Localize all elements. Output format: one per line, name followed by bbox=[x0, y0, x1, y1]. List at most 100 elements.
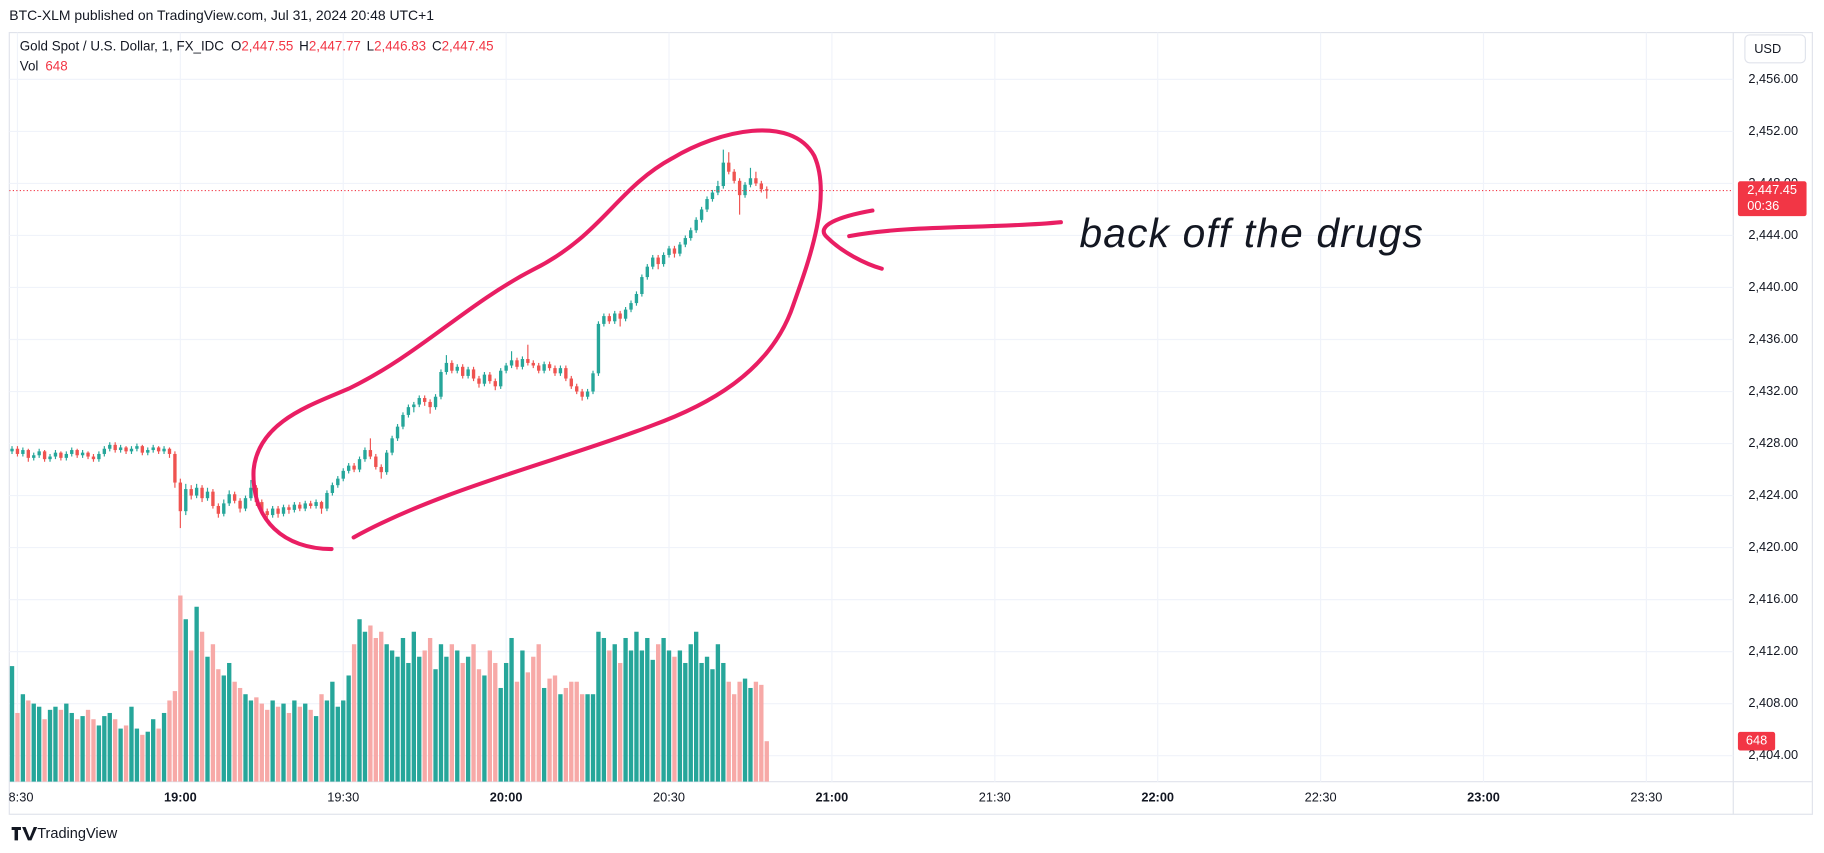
volume-bar bbox=[341, 700, 346, 782]
candle-body bbox=[694, 219, 698, 231]
volume-bar bbox=[210, 644, 216, 782]
volume-bar bbox=[498, 687, 503, 782]
volume-bar bbox=[476, 669, 482, 782]
volume-bar bbox=[753, 681, 759, 782]
volume-bar bbox=[113, 719, 118, 782]
ohlc-key: H bbox=[299, 38, 309, 53]
candle-body bbox=[32, 455, 36, 458]
ohlc-value: 2,447.55 bbox=[241, 38, 293, 53]
candle-body bbox=[455, 366, 459, 371]
candle-body bbox=[238, 500, 242, 509]
currency-label[interactable]: USD bbox=[1754, 41, 1781, 56]
volume-bar bbox=[15, 712, 20, 782]
volume-bar bbox=[612, 644, 617, 782]
annotation: back off the drugs bbox=[1080, 210, 1425, 256]
volume-bar bbox=[601, 637, 607, 782]
candle-body bbox=[140, 446, 145, 453]
candle-body bbox=[205, 491, 210, 499]
candle-body bbox=[42, 451, 47, 460]
volume-bar bbox=[199, 631, 205, 782]
candle-body bbox=[357, 459, 362, 470]
volume-bar bbox=[85, 709, 91, 782]
candle-body bbox=[189, 489, 193, 496]
volume-bar bbox=[514, 681, 520, 782]
candle-body bbox=[216, 505, 221, 514]
volume-bar bbox=[107, 712, 112, 782]
volume-bar bbox=[574, 681, 579, 782]
candle-body bbox=[509, 360, 514, 366]
volume-bar bbox=[319, 694, 324, 782]
candle-body bbox=[102, 448, 107, 454]
arrow-head bbox=[821, 208, 884, 271]
volume-bar bbox=[764, 741, 769, 782]
x-tick-label: 23:00 bbox=[1467, 789, 1500, 804]
candle-body bbox=[683, 238, 687, 245]
candle-body bbox=[222, 503, 226, 514]
volume-bar bbox=[53, 706, 58, 782]
candle-body bbox=[678, 244, 682, 254]
volume-bar bbox=[536, 644, 541, 782]
candle-body bbox=[765, 189, 769, 191]
candle-body bbox=[444, 362, 449, 373]
volume-bar bbox=[748, 687, 753, 782]
candle-body bbox=[661, 254, 666, 265]
candle-body bbox=[341, 470, 345, 479]
volume-bar bbox=[172, 691, 178, 782]
candle-body bbox=[384, 452, 389, 473]
volume-bar bbox=[617, 662, 623, 782]
candle-body bbox=[531, 362, 535, 366]
symbol: Gold Spot / U.S. Dollar, 1, FX_IDC bbox=[20, 38, 225, 53]
candle-body bbox=[542, 364, 546, 371]
candle-body bbox=[75, 450, 79, 456]
candle-body bbox=[146, 450, 150, 453]
candle-body bbox=[59, 452, 63, 458]
volume-bar bbox=[628, 650, 634, 782]
volume-bar bbox=[661, 637, 666, 782]
candle-body bbox=[265, 511, 269, 516]
candle-body bbox=[547, 364, 552, 369]
last-price-label: 2,447.45 bbox=[1747, 182, 1797, 197]
candle-body bbox=[200, 487, 204, 499]
volume-bar bbox=[471, 644, 476, 782]
x-tick-label: 21:30 bbox=[979, 789, 1011, 804]
candle-body bbox=[303, 503, 307, 509]
candle-body bbox=[86, 452, 90, 457]
volume-bar bbox=[509, 637, 514, 782]
volume-bar bbox=[281, 703, 286, 782]
candle-body bbox=[270, 508, 275, 516]
last-price-badge bbox=[1737, 181, 1807, 217]
candle-body bbox=[504, 365, 508, 371]
candle-body bbox=[488, 374, 492, 382]
volume-bar bbox=[232, 681, 237, 782]
currency-button[interactable] bbox=[1744, 34, 1806, 64]
candle-body bbox=[135, 446, 139, 449]
volume-bar bbox=[80, 716, 85, 782]
x-tick-label: 22:00 bbox=[1141, 789, 1174, 804]
volume-bar bbox=[194, 606, 199, 782]
candle-body bbox=[346, 465, 351, 471]
candle-body bbox=[173, 453, 177, 483]
volume-bar bbox=[26, 700, 31, 782]
volume-bar bbox=[161, 712, 167, 782]
volume-bar bbox=[666, 650, 672, 782]
y-tick-label: 2,436.00 bbox=[1748, 331, 1798, 346]
volume-bar bbox=[563, 687, 569, 782]
candle-body bbox=[450, 362, 454, 371]
candle-body bbox=[710, 192, 715, 200]
volume-bar bbox=[189, 650, 194, 782]
candle-body bbox=[314, 502, 318, 506]
volume-bar bbox=[91, 719, 96, 782]
x-tick-label: 20:00 bbox=[490, 789, 523, 804]
candle-body bbox=[298, 504, 302, 509]
y-tick-label: 2,452.00 bbox=[1748, 123, 1798, 138]
volume-bar bbox=[145, 731, 150, 782]
volume-bar bbox=[129, 706, 134, 782]
candle-body bbox=[471, 369, 476, 379]
volume-bar bbox=[721, 662, 726, 782]
candle-body bbox=[70, 450, 74, 454]
candle-body bbox=[482, 374, 487, 384]
volume-bar bbox=[634, 631, 639, 782]
volume-bar bbox=[362, 631, 368, 782]
volume-bar bbox=[742, 678, 748, 782]
candle-body bbox=[412, 404, 416, 408]
